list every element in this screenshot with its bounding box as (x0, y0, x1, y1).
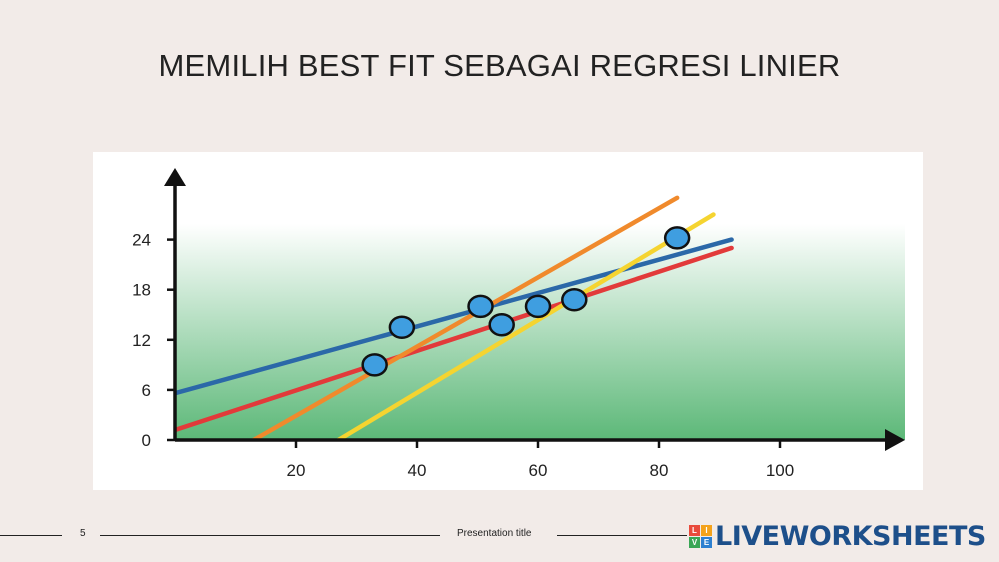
plot-background (175, 224, 905, 440)
data-point (388, 315, 416, 340)
y-tick-label: 18 (132, 281, 151, 300)
x-tick-label: 40 (408, 461, 427, 480)
footer-rule-left (0, 535, 62, 536)
presentation-title: Presentation title (457, 528, 532, 539)
x-tick-label: 20 (287, 461, 306, 480)
regression-line (251, 195, 680, 440)
footer-rule-middle (100, 535, 440, 536)
slide-title: MEMILIH BEST FIT SEBAGAI REGRESI LINIER (158, 48, 841, 83)
logo-text: LIVEWORKSHEETS (715, 520, 986, 552)
y-axis-arrowhead (164, 168, 186, 186)
logo-tile: I (701, 524, 712, 536)
x-axis-arrowhead (885, 429, 905, 451)
page-number: 5 (80, 528, 86, 539)
data-point (663, 226, 691, 250)
regression-chart: 0 6 12 18 24 20 40 60 80 100 (132, 168, 905, 480)
data-point (488, 313, 515, 337)
chart-panel: 0 6 12 18 24 20 40 60 80 100 (93, 152, 923, 490)
y-tick-label: 6 (142, 381, 151, 400)
data-point (524, 294, 552, 319)
regression-line (336, 212, 716, 440)
y-tick-label: 12 (132, 331, 151, 350)
y-tick-label: 0 (142, 431, 151, 450)
logo-tiles: L I V E (689, 524, 712, 548)
logo-tile: E (701, 536, 712, 548)
data-point (361, 353, 388, 377)
logo-tile: V (689, 536, 700, 548)
x-tick-label: 100 (766, 461, 794, 480)
regression-line (175, 237, 734, 396)
regression-line (175, 245, 734, 433)
footer-rule-right (557, 535, 687, 536)
x-tick-label: 60 (529, 461, 548, 480)
logo-tile: L (689, 524, 700, 536)
data-point (561, 287, 588, 312)
liveworksheets-logo: L I V E LIVEWORKSHEETS (689, 520, 986, 552)
x-tick-label: 80 (650, 461, 669, 480)
y-tick-label: 24 (132, 231, 151, 250)
data-point (467, 294, 494, 319)
